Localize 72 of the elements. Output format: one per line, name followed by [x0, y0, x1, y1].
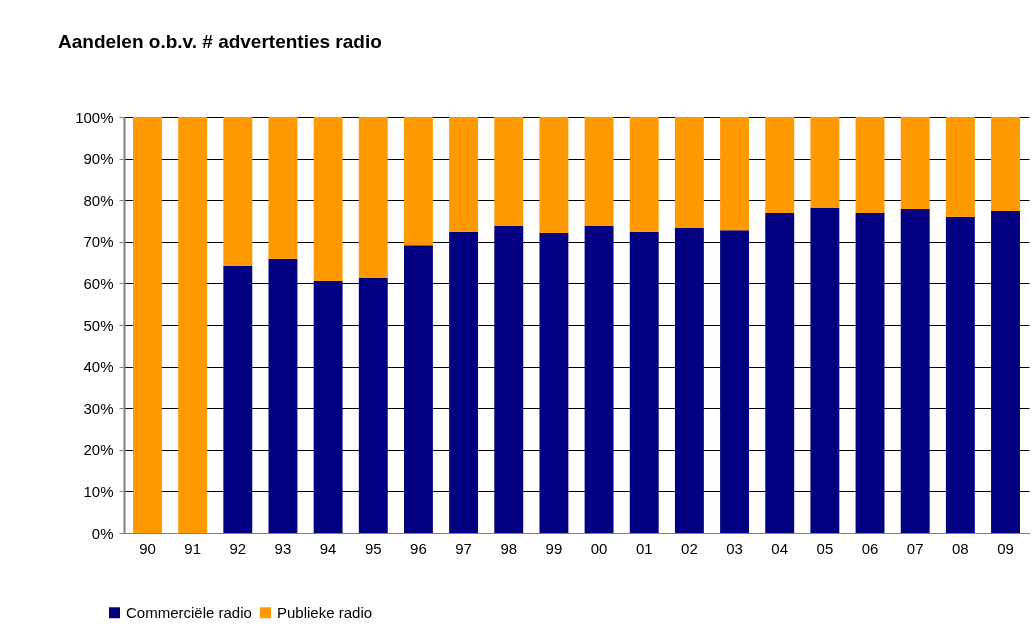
bar [584, 225, 614, 533]
bar [945, 216, 975, 533]
legend-label: Commerciële radio [126, 603, 252, 621]
bar [720, 117, 750, 231]
bar [674, 228, 704, 533]
bar [810, 117, 840, 209]
bar [539, 233, 569, 533]
bar [900, 208, 930, 533]
x-tick-label: 90 [139, 539, 156, 557]
bar [133, 117, 162, 533]
bar [900, 117, 930, 209]
x-tick-label: 94 [319, 539, 337, 557]
x-tick-label: 97 [455, 539, 472, 557]
bar [629, 117, 659, 232]
bar [313, 280, 343, 533]
x-tick-label: 06 [861, 539, 879, 557]
bar [945, 117, 975, 217]
y-tick-label: 100% [75, 108, 114, 126]
bar [765, 213, 795, 533]
bar [991, 211, 1020, 533]
bar [765, 117, 795, 214]
bar [674, 117, 704, 229]
bar [449, 117, 479, 232]
x-tick-label: 98 [500, 539, 518, 557]
x-tick-label: 96 [410, 539, 427, 557]
bar [178, 117, 208, 533]
bar [720, 230, 750, 533]
y-tick-label: 0% [91, 524, 114, 542]
x-tick-label: 09 [997, 539, 1014, 557]
bar [584, 117, 614, 226]
y-tick-label: 60% [83, 274, 114, 292]
y-tick-label: 90% [83, 150, 114, 168]
bar [358, 117, 388, 278]
legend-label: Publieke radio [277, 603, 373, 621]
bar [268, 258, 298, 533]
bar [494, 117, 524, 226]
bar [449, 231, 479, 533]
x-tick-label: 00 [590, 539, 608, 557]
bar [358, 277, 388, 533]
x-tick-label: 93 [274, 539, 292, 557]
y-tick-label: 30% [83, 399, 114, 417]
x-tick-label: 08 [952, 539, 969, 557]
x-tick-label: 02 [681, 539, 698, 557]
bar [268, 117, 298, 259]
x-tick-label: 95 [364, 539, 382, 557]
bar [855, 213, 885, 533]
bar [629, 231, 659, 533]
bar [403, 245, 433, 533]
x-tick-label: 92 [229, 539, 247, 557]
x-tick-label: 99 [545, 539, 563, 557]
y-tick-label: 70% [83, 233, 114, 251]
bar [991, 117, 1020, 212]
bar [810, 208, 840, 533]
y-tick-label: 80% [83, 191, 114, 209]
x-tick-label: 01 [635, 539, 653, 557]
x-tick-label: 91 [184, 539, 201, 557]
y-tick-label: 50% [83, 316, 114, 334]
bar [403, 117, 433, 246]
bar [494, 225, 524, 533]
x-tick-label: 05 [816, 539, 834, 557]
bar [223, 265, 253, 533]
bar [539, 117, 569, 234]
bar [855, 117, 885, 214]
chart-title: Aandelen o.b.v. # advertenties radio [58, 31, 382, 52]
x-tick-label: 07 [906, 539, 924, 557]
x-tick-label: 04 [771, 539, 789, 557]
bar [223, 117, 253, 266]
y-tick-label: 40% [83, 358, 114, 376]
y-tick-label: 10% [83, 482, 114, 500]
x-tick-label: 03 [726, 539, 743, 557]
y-tick-label: 20% [83, 441, 114, 459]
bar [313, 117, 343, 281]
